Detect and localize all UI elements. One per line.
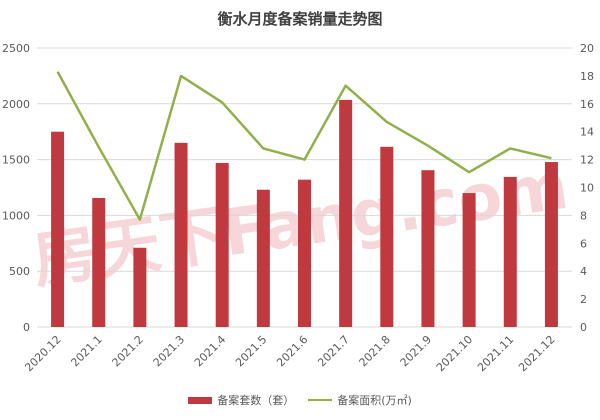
legend-label-line: 备案面积(万㎡) <box>337 394 412 407</box>
x-tick: 2021.8 <box>357 333 393 369</box>
y-right-tick: 16 <box>580 98 594 111</box>
y-right-tick: 8 <box>580 209 587 222</box>
bar[interactable] <box>421 170 435 327</box>
line-swatch-icon <box>308 399 333 401</box>
y-right-tick: 14 <box>580 126 594 139</box>
y-right-tick: 20 <box>580 42 594 55</box>
legend-item-line[interactable]: 备案面积(万㎡) <box>308 392 412 408</box>
x-tick: 2020.12 <box>22 333 63 374</box>
x-tick: 2021.11 <box>475 333 516 374</box>
area-line[interactable] <box>56 71 552 221</box>
y-right-tick: 12 <box>580 154 594 167</box>
bar[interactable] <box>380 146 394 327</box>
x-tick: 2021.7 <box>315 333 351 369</box>
x-tick: 2021.3 <box>151 333 187 369</box>
x-tick: 2021.10 <box>434 333 475 374</box>
legend: 备案套数（套） 备案面积(万㎡) <box>0 392 600 408</box>
y-left-tick: 0 <box>23 321 30 334</box>
bar[interactable] <box>256 189 270 327</box>
y-left-tick: 500 <box>9 265 30 278</box>
y-left-tick: 2500 <box>2 42 30 55</box>
bar[interactable] <box>92 197 106 327</box>
y-right-tick: 10 <box>580 182 594 195</box>
y-right-tick: 6 <box>580 237 587 250</box>
bar[interactable] <box>215 162 229 327</box>
y-left-tick: 2000 <box>2 98 30 111</box>
x-tick: 2021.5 <box>233 333 269 369</box>
x-tick: 2021.4 <box>192 333 228 369</box>
bar[interactable] <box>544 162 558 327</box>
chart-title: 衡水月度备案销量走势图 <box>217 10 383 28</box>
x-tick: 2021.9 <box>398 333 434 369</box>
y-left-tick: 1500 <box>2 154 30 167</box>
legend-item-bar[interactable]: 备案套数（套） <box>188 392 294 408</box>
bar[interactable] <box>174 142 188 327</box>
x-tick: 2021.2 <box>110 333 146 369</box>
y-left-tick: 1000 <box>2 209 30 222</box>
y-right-tick: 4 <box>580 265 587 278</box>
x-tick: 2021.12 <box>516 333 557 374</box>
bar[interactable] <box>133 247 147 327</box>
bar[interactable] <box>298 179 311 327</box>
y-right-tick: 18 <box>580 70 594 83</box>
bar[interactable] <box>503 176 517 327</box>
y-right-tick: 2 <box>580 293 587 306</box>
bar-swatch-icon <box>188 396 213 404</box>
bar[interactable] <box>462 193 476 327</box>
bar[interactable] <box>339 99 353 327</box>
bar[interactable] <box>51 131 65 327</box>
x-tick: 2021.1 <box>68 333 104 369</box>
y-right-tick: 0 <box>580 321 587 334</box>
x-tick: 2021.6 <box>274 333 310 369</box>
legend-label-bar: 备案套数（套） <box>217 394 295 407</box>
